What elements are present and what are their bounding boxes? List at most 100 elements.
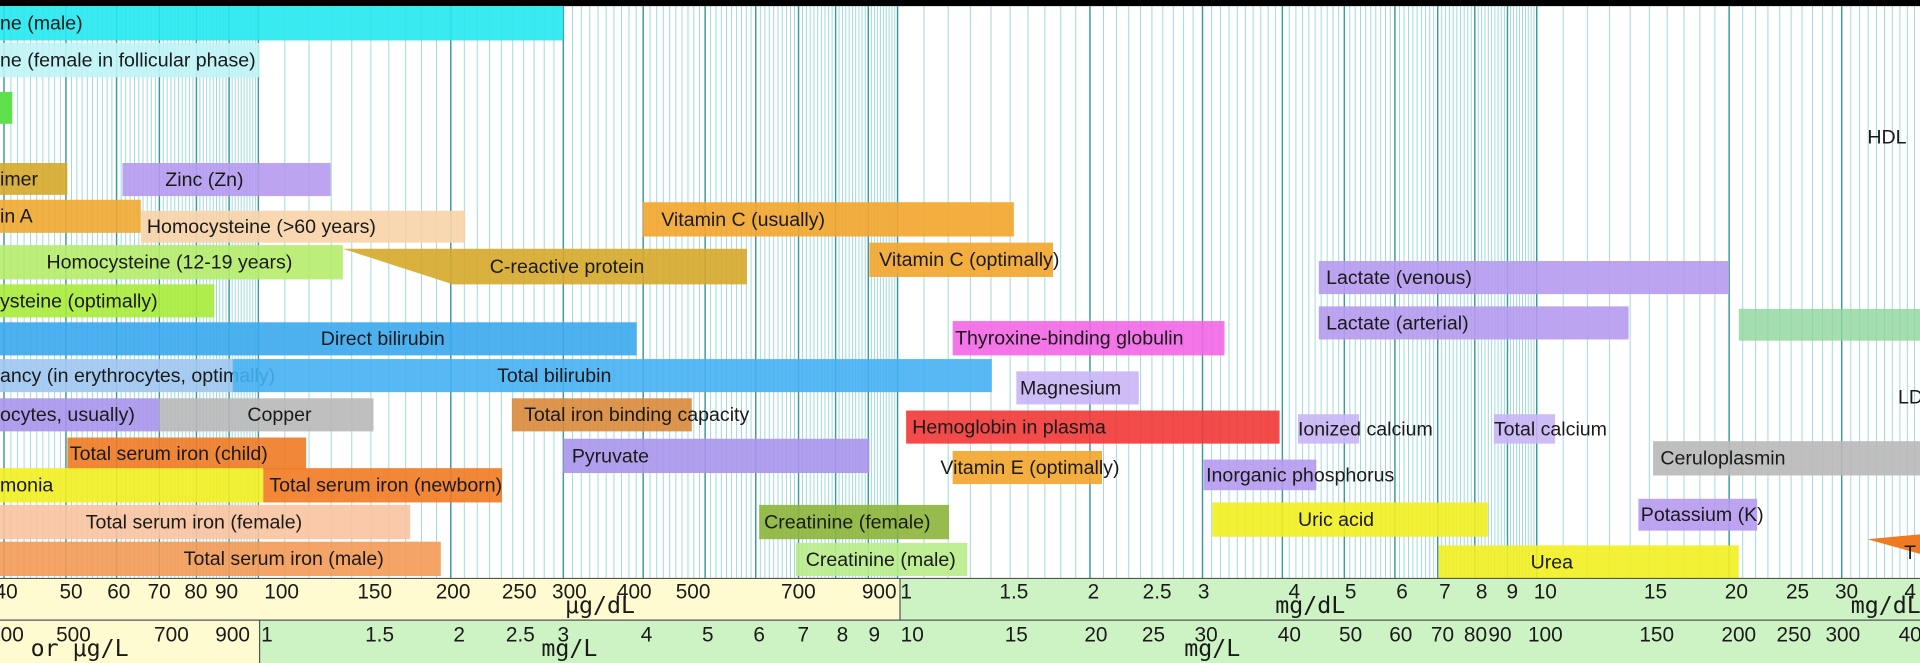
tick-label: 3 [557, 624, 569, 647]
tick-label: 250 [502, 581, 537, 604]
axis: 4050607080901001502002503004005007009001… [0, 581, 1920, 662]
tick-label: 8 [837, 624, 849, 647]
bar [1738, 308, 1920, 341]
tick-label: 2.5 [1143, 581, 1172, 604]
bar [0, 398, 160, 432]
tick-label: 50 [1339, 624, 1362, 647]
bar [67, 437, 307, 470]
bar [0, 468, 264, 503]
tick-label: 2.5 [506, 624, 535, 647]
bar [1297, 414, 1360, 444]
tick-label: 900 [862, 581, 897, 604]
bar-label: Uric acid [1298, 509, 1374, 531]
tick-label: 300 [552, 581, 587, 604]
tick-label: 1 [261, 624, 273, 647]
tick-label: 400 [617, 581, 652, 604]
tick-label: 4 [1904, 581, 1916, 604]
bar [0, 199, 141, 233]
bar-label: Copper [247, 404, 312, 426]
top-edge [0, 0, 1920, 7]
tick-label: 7 [1439, 581, 1451, 604]
bar [0, 359, 233, 393]
tick-label: 10 [1534, 581, 1557, 604]
tick-label: 40 [1899, 624, 1920, 647]
tick-label: 30 [1835, 581, 1858, 604]
bar [1318, 261, 1729, 295]
bar-label: Creatinine (female) [764, 511, 930, 533]
bar [1653, 441, 1920, 476]
tick-label: 15 [1644, 581, 1667, 604]
tick-label: 700 [781, 581, 816, 604]
axis-unit: or μg/L [31, 635, 129, 662]
bar-label: Total serum iron (female) [86, 511, 302, 533]
bar [759, 504, 949, 540]
bar [1867, 534, 1920, 554]
bar-label: ne (male) [0, 13, 83, 35]
axis-band [900, 578, 1920, 621]
bar-label: Urea [1531, 551, 1574, 573]
bar-label: imer [0, 168, 39, 190]
bar-label: LD [1898, 386, 1920, 408]
bar-label: ancy (in erythrocytes, optimally) [0, 365, 275, 387]
bar [0, 541, 441, 576]
axis-band [0, 578, 900, 621]
axis-unit: mg/L [541, 635, 597, 662]
axis-band [259, 620, 1920, 663]
bar [342, 248, 747, 285]
bar [1318, 306, 1629, 340]
tick-label: 60 [107, 581, 130, 604]
tick-label: 80 [184, 581, 207, 604]
bar-label: ocytes, usually) [0, 404, 135, 426]
tick-label: 30 [1195, 624, 1218, 647]
bar-label: Direct bilirubin [321, 328, 445, 350]
tick-label: 250 [1777, 624, 1812, 647]
tick-label: 4 [1288, 581, 1300, 604]
bar-label: Potassium (K) [1641, 504, 1764, 526]
bar-label: Ionized calcium [1298, 418, 1433, 440]
bar [0, 162, 68, 195]
bar-label: Lactate (venous) [1326, 267, 1472, 289]
bar [159, 398, 374, 432]
tick-label: 25 [1142, 624, 1165, 647]
bar [1212, 502, 1488, 537]
axis-unit: mg/L [1184, 635, 1240, 662]
bar-label: Ceruloplasmin [1660, 448, 1785, 470]
tick-label: 20 [1084, 624, 1107, 647]
bar-label: ne (female in follicular phase) [0, 49, 256, 71]
tick-label: 60 [1389, 624, 1412, 647]
bar-label: Hemoglobin in plasma [912, 416, 1106, 438]
bars: ne (male) ne (female in follicular phase)… [0, 6, 1920, 579]
bar-label: Creatinine (male) [806, 549, 956, 571]
bar-label: Zinc (Zn) [165, 169, 243, 191]
tick-label: 40 [1278, 624, 1301, 647]
tick-label: 70 [1431, 624, 1454, 647]
bar-label: in A [0, 206, 34, 228]
bar-label: Vitamin C (optimally) [879, 249, 1059, 271]
bar-label: HDL [1867, 127, 1906, 149]
bar-label: Total serum iron (newborn) [269, 475, 502, 497]
bar [122, 162, 331, 197]
tick-label: 2 [453, 624, 465, 647]
tick-label: 6 [1396, 581, 1408, 604]
tick-label: 8 [1476, 581, 1488, 604]
tick-label: 200 [436, 581, 471, 604]
tick-label: 15 [1005, 624, 1028, 647]
tick-label: 50 [59, 581, 82, 604]
bar-label: Total bilirubin [497, 365, 611, 387]
tick-label: 6 [753, 624, 765, 647]
tick-label: 700 [154, 624, 189, 647]
bar-label: Homocysteine (>60 years) [147, 216, 376, 238]
tick-label: 150 [357, 581, 392, 604]
bar [1638, 498, 1758, 531]
bar [0, 284, 215, 318]
tick-label: 500 [676, 581, 711, 604]
bar [0, 322, 637, 356]
bar [140, 210, 466, 243]
bar-label: Vitamin C (usually) [661, 209, 825, 231]
bar [1203, 459, 1317, 491]
tick-label: 1 [900, 581, 912, 604]
tick-label: 40 [0, 581, 18, 604]
bar [263, 468, 503, 503]
tick-label: 9 [868, 624, 880, 647]
